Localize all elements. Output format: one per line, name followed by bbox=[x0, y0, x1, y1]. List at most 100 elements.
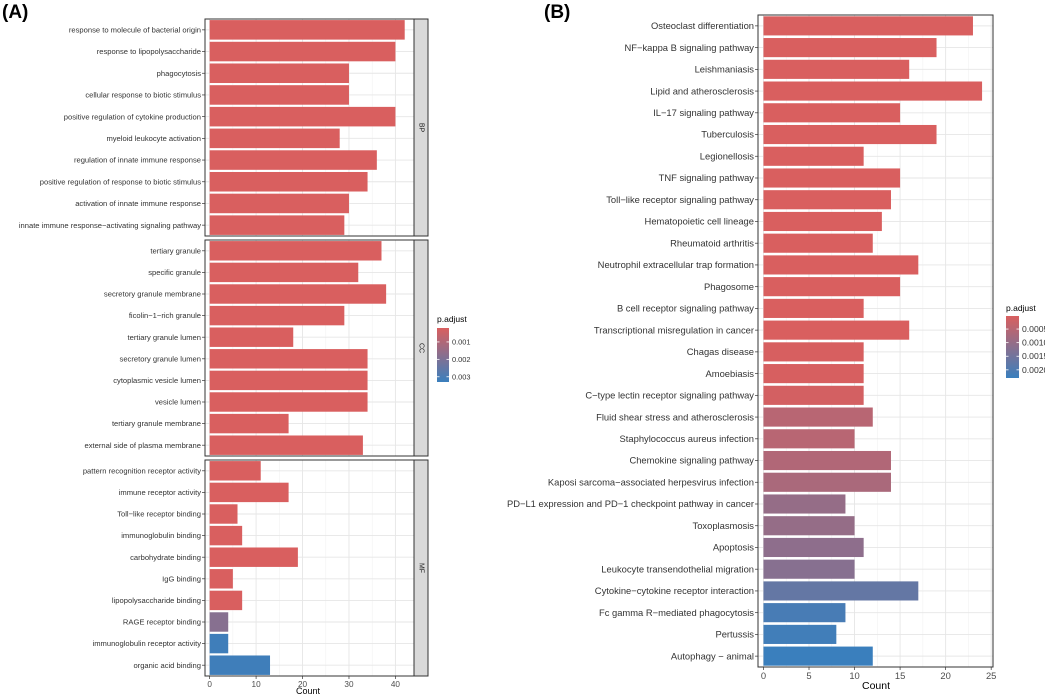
category-label: Chemokine signaling pathway bbox=[629, 455, 754, 466]
legend-tick-label: 0.002 bbox=[452, 355, 471, 364]
category-label: secretory granule lumen bbox=[120, 354, 201, 363]
panel-a-color-legend: p.adjust 0.001 0.002 0.003 bbox=[437, 314, 471, 382]
x-tick-label: 30 bbox=[344, 680, 354, 689]
category-label: carbohydrate binding bbox=[130, 553, 201, 562]
x-tick-label: 15 bbox=[895, 670, 905, 681]
bar-ficolin-1-rich-granule bbox=[209, 305, 345, 326]
bar-tertiary-granule bbox=[209, 241, 382, 261]
x-tick-label: 0 bbox=[207, 680, 212, 689]
category-label: phagocytosis bbox=[157, 69, 202, 78]
category-label: Transcriptional misregulation in cancer bbox=[594, 324, 754, 335]
category-label: Legionellosis bbox=[700, 150, 755, 161]
facet-strip-mf bbox=[413, 459, 429, 677]
category-label: Osteoclast differentiation bbox=[651, 20, 754, 31]
legend-tick-label: 0.001 bbox=[452, 337, 471, 346]
facet-strip-bp bbox=[413, 18, 429, 237]
category-label: Amoebiasis bbox=[706, 368, 755, 379]
bar-pattern-recognition-receptor-activity bbox=[209, 461, 261, 481]
bar-fc-gamma-r-mediated-phagocytosis bbox=[763, 603, 846, 623]
bar-cytoplasmic-vesicle-lumen bbox=[209, 370, 368, 391]
panel-b-background bbox=[758, 15, 993, 667]
panel-a-bars bbox=[209, 20, 405, 675]
category-label: Neutrophil extracellular trap formation bbox=[598, 259, 754, 270]
bar-pd-l1-expression-and-pd-1-checkpoint-pathway-in-cancer bbox=[763, 494, 846, 514]
category-label: Rheumatoid arthritis bbox=[670, 237, 754, 248]
bar-immunoglobulin-receptor-activity bbox=[209, 633, 229, 654]
facet-strip-cc bbox=[413, 239, 429, 457]
bar-nf-kappa-b-signaling-pathway bbox=[763, 38, 937, 58]
bar-toll-like-receptor-signaling-pathway bbox=[763, 190, 891, 210]
category-label: PD−L1 expression and PD−1 checkpoint pat… bbox=[507, 498, 754, 509]
category-label: cytoplasmic vesicle lumen bbox=[113, 376, 201, 385]
bar-c-type-lectin-receptor-signaling-pathway bbox=[763, 385, 864, 405]
bar-staphylococcus-aureus-infection bbox=[763, 429, 855, 449]
bar-immunoglobulin-binding bbox=[209, 525, 243, 546]
panel-b-legend-title: p.adjust bbox=[1006, 303, 1036, 313]
x-tick-label: 10 bbox=[849, 670, 859, 681]
category-label: Fc gamma R−mediated phagocytosis bbox=[599, 607, 754, 618]
bar-neutrophil-extracellular-trap-formation bbox=[763, 255, 919, 275]
bar-tnf-signaling-pathway bbox=[763, 168, 901, 188]
category-label: vesicle lumen bbox=[155, 398, 201, 407]
category-label: Hematopoietic cell lineage bbox=[645, 216, 754, 227]
bar-leukocyte-transendothelial-migration bbox=[763, 559, 855, 579]
bar-cytokine-cytokine-receptor-interaction bbox=[763, 581, 919, 601]
category-label: Toll−like receptor signaling pathway bbox=[606, 194, 754, 205]
bar-lipid-and-atherosclerosis bbox=[763, 81, 983, 101]
category-label: Leukocyte transendothelial migration bbox=[601, 563, 754, 574]
panel-a-category-labels: response to molecule of bacterial origin… bbox=[19, 25, 205, 670]
category-label: immunoglobulin receptor activity bbox=[93, 639, 202, 648]
legend-b-colorbar bbox=[1006, 316, 1019, 378]
bar-leishmaniasis bbox=[763, 59, 910, 79]
category-label: IgG binding bbox=[162, 574, 201, 583]
category-label: B cell receptor signaling pathway bbox=[617, 303, 754, 314]
category-label: response to lipopolysaccharide bbox=[97, 47, 201, 56]
category-label: Lipid and atherosclerosis bbox=[650, 85, 754, 96]
panel-b-category-labels: Osteoclast differentiation NF−kappa B sig… bbox=[507, 20, 758, 661]
panel-a-legend-title: p.adjust bbox=[437, 314, 467, 324]
bar-specific-granule bbox=[209, 262, 359, 283]
category-label: positive regulation of cytokine producti… bbox=[64, 112, 201, 121]
category-label: response to molecule of bacterial origin bbox=[69, 25, 201, 34]
category-label: immunoglobulin binding bbox=[121, 531, 201, 540]
panel-a-go-enrichment: (A) response to molecule of bacterial or… bbox=[2, 2, 471, 696]
bar-chemokine-signaling-pathway bbox=[763, 450, 891, 471]
bar-hematopoietic-cell-lineage bbox=[763, 211, 882, 232]
legend-tick-label: 0.0005 bbox=[1022, 324, 1045, 334]
x-tick-label: 40 bbox=[391, 680, 401, 689]
category-label: tertiary granule membrane bbox=[112, 419, 201, 428]
category-label: activation of innate immune response bbox=[75, 199, 201, 208]
category-label: external side of plasma membrane bbox=[85, 441, 202, 450]
bar-secretory-granule-membrane bbox=[209, 284, 387, 304]
bar-apoptosis bbox=[763, 537, 864, 558]
panel-b-plot-frame bbox=[757, 14, 994, 668]
category-label: cellular response to biotic stimulus bbox=[85, 91, 201, 100]
category-label: C−type lectin receptor signaling pathway bbox=[585, 390, 754, 401]
category-label: IL−17 signaling pathway bbox=[653, 107, 754, 118]
facet-strip-label: BP bbox=[418, 123, 425, 133]
bar-activation-of-innate-immune-response bbox=[209, 193, 349, 214]
category-label: Chagas disease bbox=[687, 346, 754, 357]
bar-il-17-signaling-pathway bbox=[763, 103, 901, 123]
panel-a-letter: (A) bbox=[2, 2, 28, 23]
category-label: pattern recognition receptor activity bbox=[83, 466, 201, 475]
category-label: organic acid binding bbox=[133, 661, 201, 670]
legend-tick-label: 0.0015 bbox=[1022, 351, 1045, 361]
category-label: specific granule bbox=[148, 268, 201, 277]
facet-strip-label: MF bbox=[418, 563, 425, 573]
bar-response-to-molecule-of-bacterial-origin bbox=[209, 20, 405, 40]
category-label: lipopolysaccharide binding bbox=[112, 596, 201, 605]
category-label: Pertussis bbox=[715, 629, 754, 640]
panel-a-facet-strips: BP CC MF bbox=[413, 18, 429, 677]
bar-cellular-response-to-biotic-stimulus bbox=[209, 85, 349, 105]
category-label: Fluid shear stress and atherosclerosis bbox=[596, 411, 754, 422]
bar-carbohydrate-binding bbox=[209, 547, 298, 567]
category-label: Autophagy − animal bbox=[671, 650, 754, 661]
panel-b-frame bbox=[757, 14, 994, 668]
category-label: NF−kappa B signaling pathway bbox=[624, 42, 754, 53]
category-label: Staphylococcus aureus infection bbox=[620, 433, 754, 444]
